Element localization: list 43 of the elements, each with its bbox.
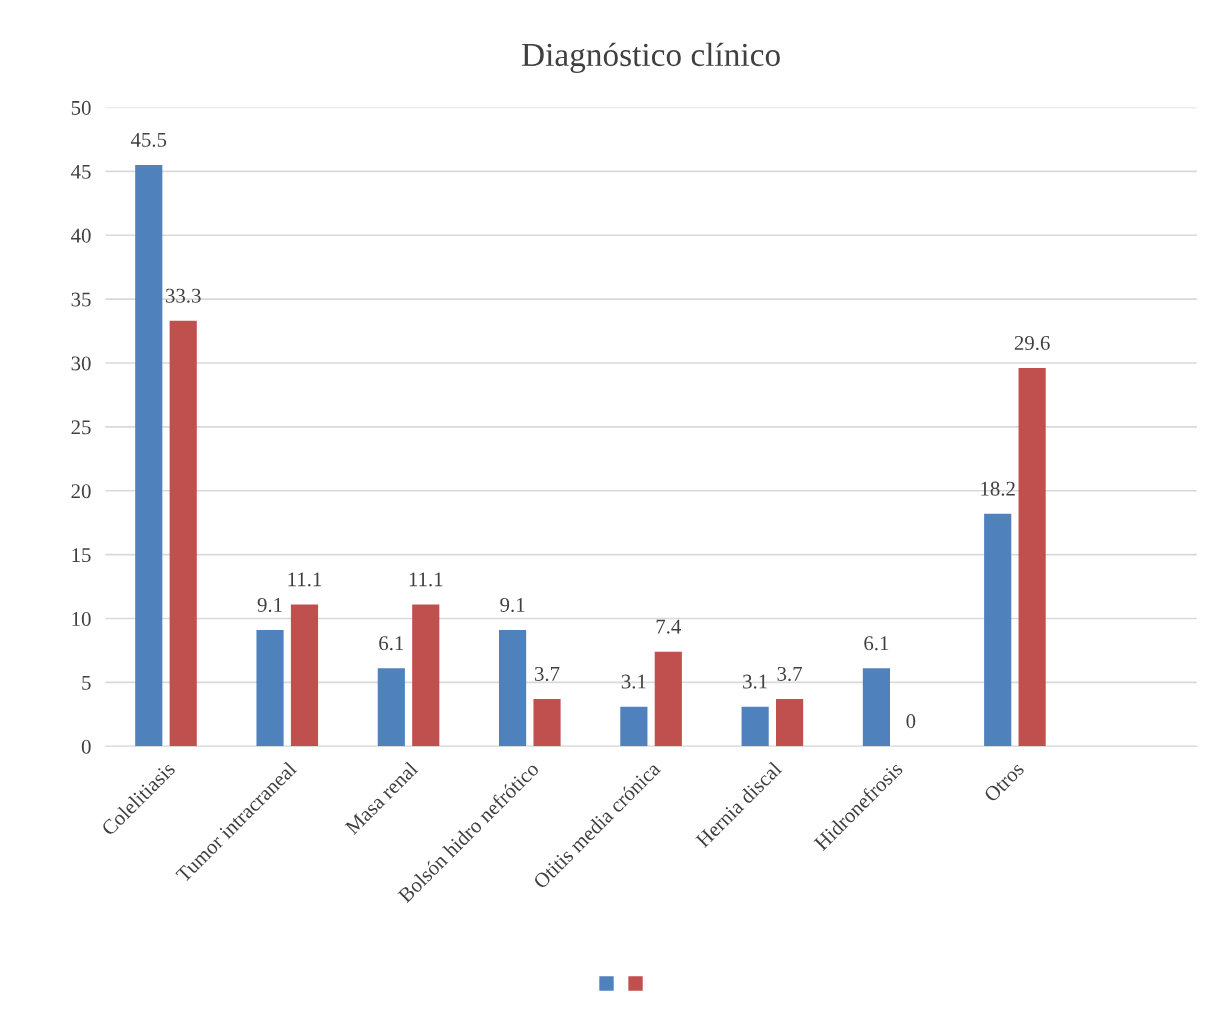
y-tick-label: 20: [71, 484, 91, 499]
bar: [984, 513, 1012, 747]
bar: [412, 604, 440, 747]
y-tick-label: 35: [71, 292, 91, 307]
data-label: 45.5: [130, 132, 167, 147]
chart-title: Diagnóstico clínico: [521, 42, 780, 74]
data-label: 3.7: [535, 666, 560, 681]
y-tick-label: 0: [81, 739, 91, 754]
bar: [377, 668, 405, 747]
data-label: 7.4: [656, 619, 681, 634]
bar: [169, 320, 197, 747]
bar: [1018, 368, 1046, 747]
data-label: 9.1: [257, 597, 282, 613]
data-label: 18.2: [981, 481, 1015, 496]
data-label: 6.1: [379, 636, 404, 651]
y-tick-label: 25: [71, 420, 91, 435]
bar: [654, 651, 682, 747]
y-tick-label: 5: [82, 676, 91, 690]
bar: [862, 668, 890, 747]
y-tick-label: 30: [71, 356, 91, 371]
bar: [256, 630, 284, 747]
data-label: 29.6: [1014, 336, 1050, 351]
data-label: 3.7: [777, 666, 803, 681]
y-tick-label: 10: [72, 611, 91, 626]
bar: [499, 630, 527, 747]
y-tick-label: 40: [71, 228, 91, 243]
y-tick-label: 15: [72, 548, 91, 563]
bar: [741, 706, 769, 747]
bar: [290, 604, 319, 747]
bar: [533, 699, 561, 747]
data-label: 11.1: [288, 572, 322, 587]
y-tick-label: 45: [71, 164, 91, 179]
bar: [776, 699, 804, 747]
data-label: 33.3: [165, 288, 201, 303]
data-label: 3.1: [621, 674, 646, 689]
data-label: 11.1: [409, 572, 443, 587]
bar: [135, 164, 163, 747]
bar: [620, 706, 648, 747]
data-label: 9.1: [500, 597, 525, 613]
y-tick-label: 50: [71, 100, 91, 115]
data-label: 0: [906, 714, 916, 729]
data-label: 3.1: [743, 674, 767, 689]
data-label: 6.1: [864, 636, 889, 651]
